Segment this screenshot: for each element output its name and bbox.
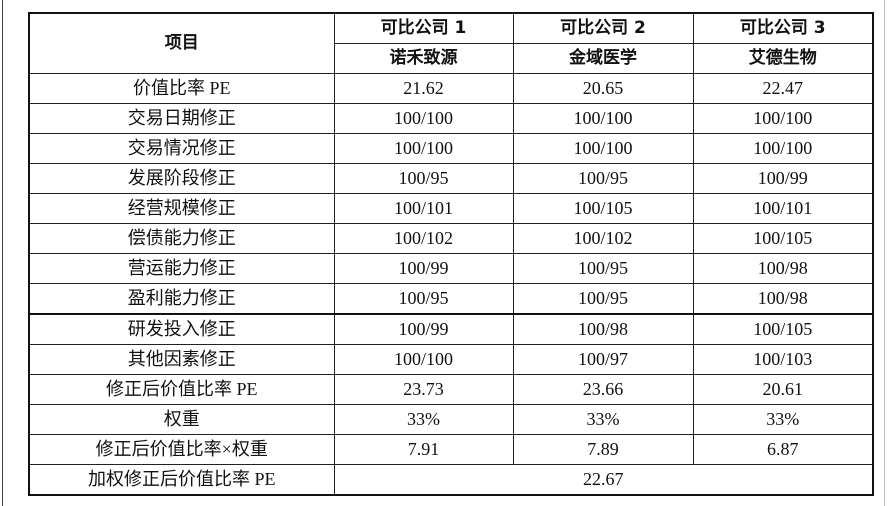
row-value: 100/95 [333, 283, 514, 315]
table-row: 营运能力修正 100/99 100/95 100/98 [28, 253, 874, 284]
row-value: 100/95 [512, 253, 694, 284]
row-value: 7.89 [512, 434, 694, 465]
row-value: 21.62 [333, 73, 514, 104]
row-value: 100/97 [512, 344, 694, 375]
row-label: 其他因素修正 [28, 344, 335, 375]
table-row: 发展阶段修正 100/95 100/95 100/99 [28, 163, 874, 194]
row-value: 100/99 [692, 163, 874, 194]
header-company-3-label: 可比公司 3 [692, 12, 874, 44]
table-row: 修正后价值比率×权重 7.91 7.89 6.87 [28, 434, 874, 465]
row-value: 100/105 [692, 313, 874, 345]
row-value: 100/100 [333, 103, 514, 134]
row-value: 23.66 [512, 374, 694, 405]
table-row: 交易情况修正 100/100 100/100 100/100 [28, 133, 874, 164]
row-value: 100/95 [333, 163, 514, 194]
row-value: 22.47 [692, 73, 874, 104]
total-value: 22.67 [333, 464, 874, 496]
row-value: 100/102 [512, 223, 694, 254]
total-label: 加权修正后价值比率 PE [28, 464, 335, 496]
row-value: 100/100 [333, 133, 514, 164]
header-company-1-label: 可比公司 1 [333, 12, 514, 44]
row-value: 100/101 [333, 193, 514, 224]
row-value: 100/98 [692, 283, 874, 315]
row-value: 100/98 [692, 253, 874, 284]
row-label: 偿债能力修正 [28, 223, 335, 254]
row-value: 100/105 [512, 193, 694, 224]
row-label: 修正后价值比率×权重 [28, 434, 335, 465]
row-value: 100/99 [333, 253, 514, 284]
row-value: 100/100 [692, 103, 874, 134]
row-label: 营运能力修正 [28, 253, 335, 284]
row-value: 20.65 [512, 73, 694, 104]
row-value: 23.73 [333, 374, 514, 405]
row-value: 100/100 [333, 344, 514, 375]
table-row: 盈利能力修正 100/95 100/95 100/98 [28, 283, 874, 315]
row-label: 研发投入修正 [28, 313, 335, 345]
row-value: 100/95 [512, 283, 694, 315]
row-label: 交易日期修正 [28, 103, 335, 134]
row-value: 100/100 [512, 103, 694, 134]
header-company-3-name: 艾德生物 [692, 43, 874, 74]
row-value: 100/102 [333, 223, 514, 254]
row-value: 100/100 [512, 133, 694, 164]
row-value: 100/103 [692, 344, 874, 375]
header-company-1-name: 诺禾致源 [333, 43, 514, 74]
row-value: 7.91 [333, 434, 514, 465]
row-label: 价值比率 PE [28, 73, 335, 104]
table-row: 交易日期修正 100/100 100/100 100/100 [28, 103, 874, 134]
table-row: 修正后价值比率 PE 23.73 23.66 20.61 [28, 374, 874, 405]
table-row: 其他因素修正 100/100 100/97 100/103 [28, 344, 874, 375]
header-row: 项目 可比公司 1 可比公司 2 可比公司 3 [28, 12, 874, 74]
row-label: 经营规模修正 [28, 193, 335, 224]
row-label: 盈利能力修正 [28, 283, 335, 315]
row-label: 权重 [28, 404, 335, 435]
header-company-2-label: 可比公司 2 [512, 12, 694, 44]
row-value: 100/101 [692, 193, 874, 224]
row-value: 33% [692, 404, 874, 435]
header-company-2-name: 金域医学 [512, 43, 694, 74]
total-row: 加权修正后价值比率 PE 22.67 [28, 464, 874, 496]
row-value: 100/105 [692, 223, 874, 254]
table-row: 经营规模修正 100/101 100/105 100/101 [28, 193, 874, 224]
pe-comparison-table: 项目 可比公司 1 可比公司 2 可比公司 3 诺禾致源 金域医学 艾德生物 价… [28, 12, 874, 496]
header-row-names: 诺禾致源 金域医学 艾德生物 [29, 43, 874, 74]
row-value: 6.87 [692, 434, 874, 465]
table-row: 研发投入修正 100/99 100/98 100/105 [28, 313, 874, 345]
row-label: 发展阶段修正 [28, 163, 335, 194]
page-edge-left [2, 0, 3, 506]
header-item: 项目 [28, 12, 335, 74]
row-value: 20.61 [692, 374, 874, 405]
table-row: 价值比率 PE 21.62 20.65 22.47 [28, 73, 874, 104]
page-edge-right [884, 0, 885, 506]
row-value: 100/99 [333, 313, 514, 345]
table-row: 偿债能力修正 100/102 100/102 100/105 [28, 223, 874, 254]
row-value: 100/98 [512, 313, 694, 345]
row-label: 交易情况修正 [28, 133, 335, 164]
row-value: 100/100 [692, 133, 874, 164]
row-value: 33% [512, 404, 694, 435]
row-label: 修正后价值比率 PE [28, 374, 335, 405]
row-value: 33% [333, 404, 514, 435]
table-row: 权重 33% 33% 33% [28, 404, 874, 435]
row-value: 100/95 [512, 163, 694, 194]
